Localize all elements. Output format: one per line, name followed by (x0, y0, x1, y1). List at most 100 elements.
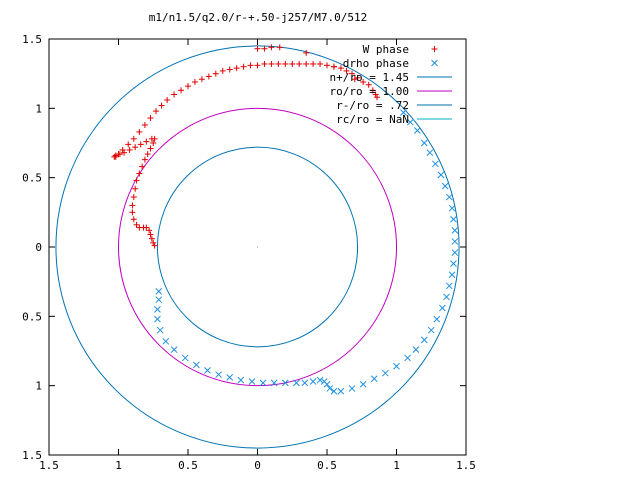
w-phase-point (268, 60, 275, 67)
w-phase-point (178, 87, 185, 94)
w-phase-point (133, 221, 140, 228)
drho-phase-point (370, 375, 378, 383)
drho-phase-point (412, 346, 420, 353)
drho-phase-point (420, 139, 428, 147)
w-phase-point (330, 63, 337, 70)
x-tick-label: 0 (254, 459, 261, 472)
drho-phase-point (445, 282, 453, 290)
w-phase-point (130, 194, 137, 201)
x-tick-label: 1.5 (456, 459, 476, 472)
series-1 (154, 109, 459, 395)
w-phase-point (130, 135, 137, 142)
y-tick-label: 0 (35, 241, 42, 254)
drho-phase-point (441, 182, 449, 190)
legend-marker (431, 59, 438, 67)
drho-phase-point (413, 127, 421, 134)
drho-phase-point (450, 260, 457, 267)
drho-phase-point (439, 304, 446, 312)
drho-phase-point (192, 361, 200, 369)
drho-phase-point (407, 118, 414, 126)
legend-label: drho phase (343, 57, 409, 70)
w-phase-point (282, 60, 289, 67)
w-phase-point (136, 170, 143, 177)
drho-phase-point (155, 288, 163, 295)
drho-phase-point (348, 385, 356, 392)
w-phase-point (147, 115, 154, 122)
w-phase-point (151, 135, 158, 142)
x-tick-label: 0.5 (317, 459, 337, 472)
w-phase-point (132, 185, 139, 192)
drho-phase-point (226, 373, 234, 381)
w-phase-point (111, 153, 118, 160)
drho-phase-point (309, 378, 317, 385)
y-tick-label: 1.5 (22, 449, 42, 462)
legend-label: r-/ro = .72 (336, 99, 409, 112)
w-phase-point (116, 151, 123, 158)
w-phase-point (141, 156, 148, 163)
w-phase-point (112, 152, 119, 159)
drho-phase-point (259, 379, 267, 387)
drho-phase-point (162, 337, 170, 345)
w-phase-point (147, 231, 154, 238)
w-phase-point (303, 49, 310, 56)
drho-phase-point (445, 193, 453, 201)
drho-phase-point (432, 160, 439, 168)
w-phase-point (171, 91, 178, 98)
w-phase-point (254, 45, 261, 52)
drho-phase-point (237, 376, 245, 384)
axis-ticks: 1.5 1 0.5 0 0.5 1 1.51.510.500.511.5 (22, 33, 476, 472)
drho-phase-point (448, 204, 456, 212)
w-phase-point (365, 81, 372, 88)
drho-phase-point (448, 271, 456, 279)
legend-label: ro/ro = 1.00 (330, 85, 409, 98)
w-phase-point (147, 145, 154, 152)
w-phase-point (276, 44, 283, 51)
drho-phase-point (382, 369, 389, 377)
w-phase-point (137, 141, 144, 148)
w-phase-point (129, 202, 136, 209)
w-phase-point (121, 149, 128, 156)
w-phase-point (296, 60, 303, 67)
drho-phase-point (154, 306, 161, 313)
w-phase-point (351, 76, 358, 83)
drho-phase-point (320, 378, 328, 385)
w-phase-point (129, 209, 136, 216)
drho-phase-point (281, 379, 289, 387)
x-tick-label: 1 (115, 459, 122, 472)
y-tick-label: 0.5 (22, 310, 42, 323)
w-phase-point (143, 224, 150, 231)
center-dot (256, 246, 259, 248)
w-phase-point (310, 60, 317, 67)
w-phase-point (198, 76, 205, 83)
circle-1 (118, 107, 397, 387)
w-phase-point (133, 177, 140, 184)
w-phase-point (164, 97, 171, 104)
w-phase-point (226, 66, 233, 73)
w-phase-point (130, 216, 137, 223)
w-phase-point (212, 70, 219, 77)
w-phase-point (150, 239, 157, 246)
w-phase-point (369, 87, 376, 94)
drho-phase-point (156, 326, 164, 334)
w-phase-point (144, 151, 151, 158)
w-phase-point (324, 62, 330, 69)
w-phase-point (151, 242, 158, 249)
drho-phase-point (326, 385, 334, 392)
drho-phase-point (400, 109, 407, 116)
w-phase-point (337, 65, 344, 72)
drho-phase-point (181, 354, 189, 362)
drho-phase-point (404, 354, 411, 362)
w-phase-point (219, 67, 226, 74)
drho-phase-point (215, 371, 222, 378)
series-0 (111, 44, 381, 249)
w-phase-point (185, 83, 191, 90)
w-phase-point (374, 94, 381, 101)
x-tick-label: 0.5 (178, 459, 198, 472)
w-phase-point (153, 108, 160, 115)
w-phase-point (143, 138, 150, 145)
w-phase-point (261, 45, 268, 52)
w-phase-point (303, 60, 310, 67)
w-phase-point (146, 227, 153, 234)
w-phase-point (254, 62, 261, 69)
w-phase-point (119, 146, 126, 153)
